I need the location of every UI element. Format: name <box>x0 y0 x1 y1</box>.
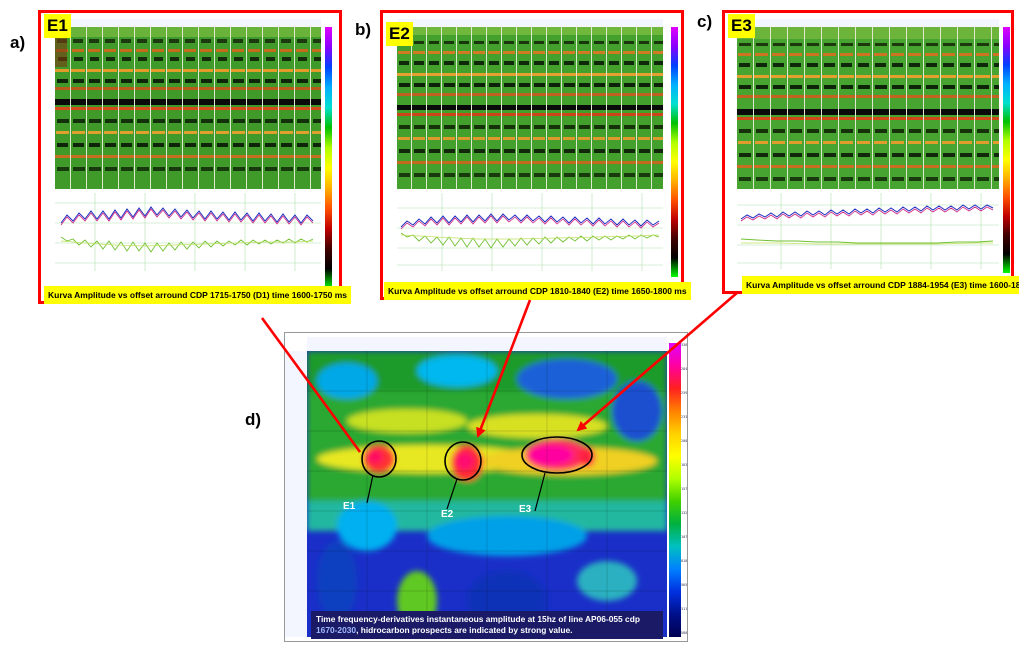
e2-ellipse <box>444 441 482 481</box>
e3-ellipse <box>521 436 593 474</box>
panel-d-caption-tail: , hidrocarbon prospects are indicated by… <box>356 625 573 635</box>
panel-d-caption-main: Time frequency-derivatives instantaneous… <box>316 614 640 624</box>
panel-b-gather-image <box>397 27 663 189</box>
arrow-c-to-e3 <box>576 291 739 432</box>
panel-c-amplitude-plot <box>737 193 999 269</box>
colorbar-value: 18325 <box>681 463 687 467</box>
panel-a-caption: Kurva Amplitude vs offset arround CDP 17… <box>44 286 352 304</box>
colorbar-value: 13255 <box>681 511 687 515</box>
panel-d-frame: 33000 28465 25930 23395 20860 18325 15790 13255… <box>284 332 688 642</box>
colorbar-value: 28465 <box>681 367 687 371</box>
panel-c-gather-image <box>737 27 999 189</box>
panel-a-tag: E1 <box>44 14 71 38</box>
arrow-a-to-e1 <box>260 317 362 453</box>
colorbar-value: 3115 <box>681 607 687 611</box>
panel-a-gather-image <box>55 27 321 189</box>
e2-label: E2 <box>441 509 454 520</box>
panel-b-frame <box>380 10 684 300</box>
e3-label: E3 <box>519 504 532 515</box>
panel-d-colorbar <box>669 343 681 637</box>
panel-d-cdp-axis <box>307 337 667 351</box>
colorbar-value: 20860 <box>681 439 687 443</box>
panel-d-colorbar-values: 33000 28465 25930 23395 20860 18325 15790 13255… <box>681 343 687 637</box>
e1-label: E1 <box>343 501 356 512</box>
panel-b-letter: b) <box>355 20 372 39</box>
e3-pointer <box>534 472 546 512</box>
e1-pointer <box>366 474 374 504</box>
colorbar-value: 580 <box>681 631 687 635</box>
colorbar-value: 8185 <box>681 559 687 563</box>
colorbar-value: 33000 <box>681 343 687 347</box>
e1-ellipse <box>361 440 397 478</box>
colorbar-value: 23395 <box>681 415 687 419</box>
panel-b-cdp-axis <box>397 19 663 27</box>
panel-a-frame <box>38 10 342 304</box>
panel-d-letter: d) <box>245 410 262 429</box>
arrow-b-to-e2 <box>476 299 532 438</box>
panel-b-tag: E2 <box>386 22 413 46</box>
panel-c-tag: E3 <box>728 14 755 38</box>
panel-c-caption: Kurva Amplitude vs offset arround CDP 18… <box>742 276 1019 294</box>
panel-b-colorbar <box>671 27 678 277</box>
panel-a-letter: a) <box>10 33 26 52</box>
colorbar-value: 5650 <box>681 583 687 587</box>
panel-c-colorbar <box>1003 27 1010 273</box>
panel-b-amplitude-plot <box>397 193 663 271</box>
panel-d-caption-cdp: 1670-2030 <box>316 625 357 635</box>
panel-d-spectral-section <box>307 351 667 637</box>
panel-c-letter: c) <box>697 12 713 31</box>
panel-c-frame <box>722 10 1014 294</box>
colorbar-value: 25930 <box>681 391 687 395</box>
panel-c-cdp-axis <box>737 19 999 27</box>
panel-d-caption: Time frequency-derivatives instantaneous… <box>311 611 663 639</box>
panel-a-cdp-axis <box>55 19 321 27</box>
colorbar-value: 15790 <box>681 487 687 491</box>
e2-pointer <box>446 478 458 510</box>
panel-a-amplitude-plot <box>55 193 321 271</box>
panel-b-caption: Kurva Amplitude vs offset arround CDP 18… <box>384 282 691 300</box>
panel-a-colorbar <box>325 27 332 289</box>
colorbar-value: 10720 <box>681 535 687 539</box>
